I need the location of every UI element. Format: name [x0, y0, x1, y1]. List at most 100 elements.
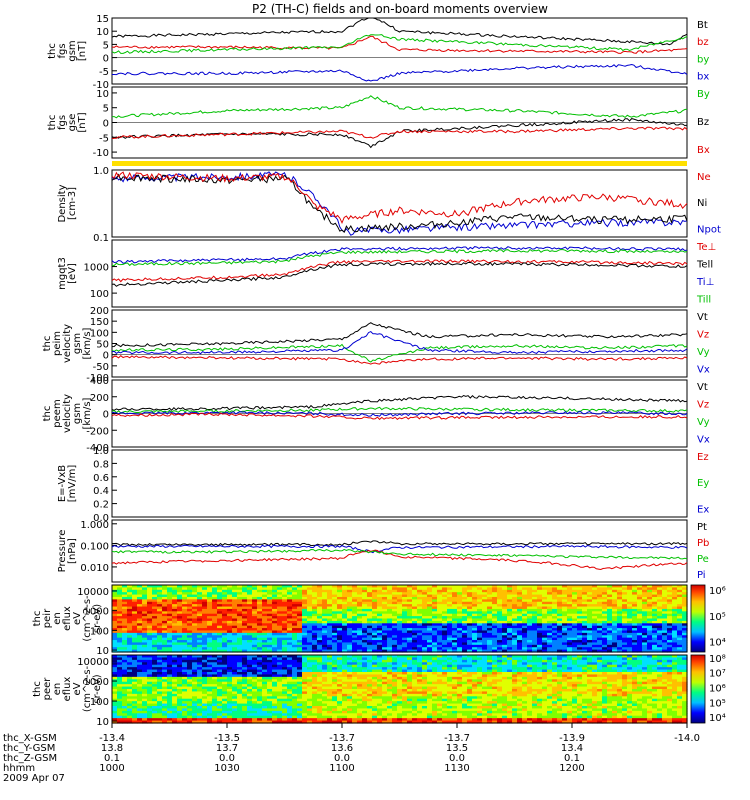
colorbar-label: 10⁵ — [709, 612, 726, 623]
colorbar-label: 10⁶ — [709, 684, 726, 695]
legend-entry: Te⊥ — [696, 242, 716, 253]
y-axis-label: (cm^2-s- — [82, 665, 93, 712]
legend-entry: Bt — [697, 20, 708, 31]
y-axis-label: gsm — [67, 40, 78, 61]
y-tick-label: 10 — [96, 89, 109, 100]
y-tick-label: 0.0 — [93, 513, 109, 524]
x-tick-label: 13.8 — [101, 743, 123, 754]
series-line-pe — [111, 548, 688, 560]
legend-entry: Till — [696, 294, 711, 305]
series-line-vx — [111, 331, 688, 355]
x-tick-label: 0.0 — [449, 753, 465, 764]
series-line-pb — [111, 549, 688, 571]
y-axis-label: [nT] — [77, 112, 88, 132]
y-axis-label: thc — [32, 611, 43, 627]
y-axis-label: en — [52, 683, 63, 696]
x-tick-label: 0.0 — [334, 753, 350, 764]
panel-p1: 15 10 5 0 -5 -10 thc fgs gsm [nT] Bt bz by bx — [47, 14, 709, 91]
y-axis-label: gse — [67, 114, 78, 132]
series-line-vt — [111, 322, 688, 348]
y-tick-label: 5 — [103, 40, 109, 51]
legend-entry: Tell — [696, 260, 713, 271]
y-tick-label: 100 — [90, 328, 109, 339]
panel-p2: 10 5 0 -5 -10 thc fgs gse [nT] By Bz Bx — [47, 86, 710, 159]
panel-p7: 1.0 0.8 0.6 0.4 0.2 0.0 E=-VxB [mV/m] Ez Ey Ex — [57, 446, 709, 524]
y-tick-label: 0 — [103, 410, 109, 421]
x-tick-label: 1030 — [214, 763, 239, 774]
y-axis-label: fgs — [57, 43, 68, 58]
series-line-te — [111, 259, 688, 283]
series-line-ni — [111, 173, 688, 233]
y-tick-label: 5 — [103, 104, 109, 115]
y-tick-label: 400 — [90, 376, 109, 387]
y-axis-label: thc — [47, 115, 58, 131]
legend-entry: Vx — [697, 434, 710, 445]
panel-p10: 10⁸ 10⁷ 10⁶ 10⁵ 10⁴ 10000 1000 100 10 thc peer en ef… — [32, 654, 726, 728]
y-axis-label: fgs — [57, 115, 68, 130]
panel-frame — [111, 519, 688, 583]
y-axis-label: [mV/m] — [67, 465, 78, 503]
y-tick-label: -5 — [99, 67, 109, 78]
legend-entry: Vy — [697, 347, 710, 358]
y-axis-label: [cm-3] — [67, 187, 78, 220]
spectrogram-p9 — [112, 585, 688, 653]
legend-entry: Ne — [697, 172, 711, 183]
y-tick-label: 1.0 — [93, 166, 109, 177]
y-tick-label: 0 — [103, 119, 109, 130]
y-axis-label: peem — [52, 399, 63, 427]
y-axis-label: eV — [72, 612, 83, 625]
legend-entry: Ez — [697, 452, 709, 463]
y-tick-label: 1000 — [84, 607, 109, 618]
x-tick-label: -14.0 — [674, 733, 700, 744]
y-tick-label: 100 — [90, 697, 109, 708]
series-line-tell — [111, 261, 688, 287]
legend-entry: Ey — [697, 478, 709, 489]
x-tick-label: 13.4 — [561, 743, 583, 754]
y-tick-label: -50 — [93, 362, 109, 373]
y-axis-label: velocity — [62, 324, 73, 363]
y-tick-label: 100 — [90, 626, 109, 637]
series-line-by — [112, 95, 688, 119]
x-tick-label: 0.1 — [564, 753, 580, 764]
y-tick-label: 0 — [103, 351, 109, 362]
y-axis-label: en — [52, 612, 63, 625]
y-tick-label: 0.100 — [80, 541, 109, 552]
y-axis-label: gsm — [72, 403, 83, 424]
y-axis-label: E=-VxB — [57, 465, 68, 502]
legend-entry: Ti⊥ — [696, 277, 714, 288]
x-row-label: thc_Z-GSM — [3, 753, 57, 764]
x-tick-label: 1130 — [444, 763, 469, 774]
colorbar-label: 10⁵ — [709, 698, 726, 709]
panel-p9: 10⁶ 10⁵ 10⁴ 10000 1000 100 10 thc peir en eflux eV(… — [32, 584, 726, 657]
y-tick-label: -5 — [99, 133, 109, 144]
panel-p4: 1000 100 mgqt3 [eV] Te⊥ Tell Ti⊥ Till — [57, 239, 716, 308]
colorbar-p9 — [690, 584, 706, 653]
y-tick-label: 10000 — [77, 657, 109, 668]
legend-entry: By — [697, 89, 710, 100]
y-tick-label: 150 — [90, 317, 109, 328]
y-tick-label: -10 — [93, 80, 109, 91]
series-line-vz — [111, 355, 688, 365]
x-tick-label: 1200 — [559, 763, 584, 774]
panel-frame — [111, 309, 688, 378]
colorbar-label: 10⁴ — [709, 638, 726, 649]
y-axis-label: thc — [42, 336, 53, 352]
y-tick-label: -200 — [86, 426, 109, 437]
series-line-pt — [111, 540, 688, 547]
figure-title: P2 (TH-C) fields and on-board moments ov… — [252, 2, 548, 16]
y-tick-label: 0.8 — [93, 459, 109, 470]
y-tick-label: 200 — [90, 306, 109, 317]
series-line-bt — [111, 17, 688, 46]
legend-entry: bz — [697, 37, 709, 48]
x-tick-label: 0.1 — [104, 753, 120, 764]
date-label: 2009 Apr 07 — [3, 773, 65, 784]
y-tick-label: 10 — [96, 27, 109, 38]
colorbar-label: 10⁶ — [709, 586, 726, 597]
y-axis-label: [nT] — [77, 41, 88, 61]
series-line-bx — [111, 126, 688, 140]
legend-entry: Vz — [697, 330, 709, 341]
x-tick-label: -13.7 — [329, 733, 355, 744]
